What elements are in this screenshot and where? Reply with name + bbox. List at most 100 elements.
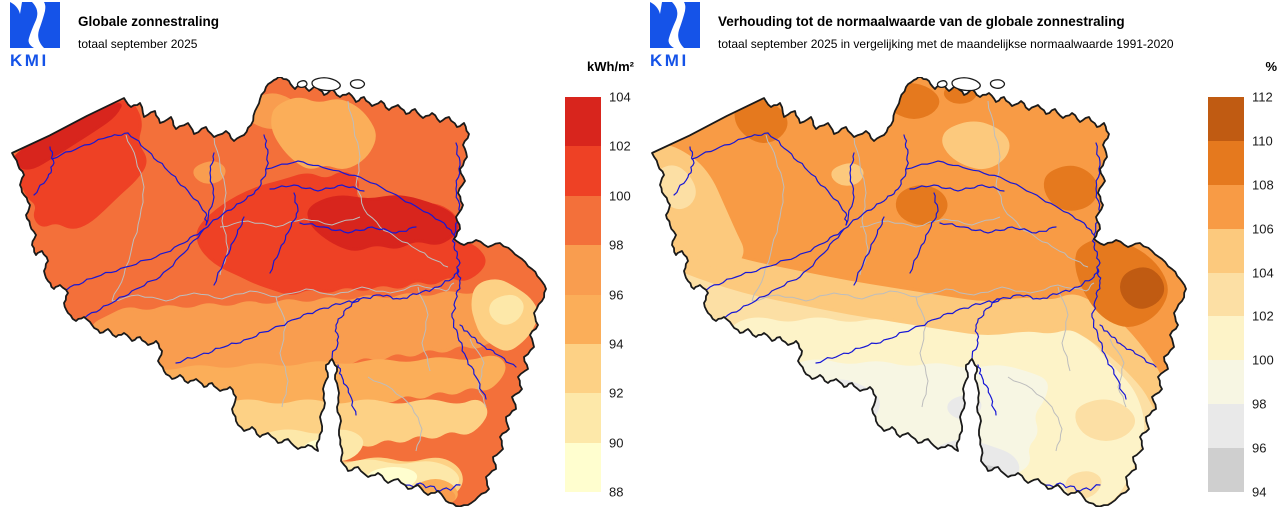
province-borders <box>751 100 1127 452</box>
river-line <box>691 132 769 160</box>
river-line <box>337 364 357 416</box>
river-line <box>705 228 845 330</box>
province-border-line <box>111 282 455 302</box>
island-outline <box>311 77 341 92</box>
river-line <box>939 222 1057 234</box>
colorbar-segment <box>565 245 601 295</box>
right-map-title: Verhouding tot de normaalwaarde van de g… <box>718 14 1125 29</box>
right-colorbar-unit: % <box>1265 59 1277 74</box>
right-map-subtitle: totaal september 2025 in vergelijking me… <box>718 37 1174 51</box>
island-outline <box>349 79 366 89</box>
colorbar-segment <box>565 393 601 443</box>
river-line <box>767 132 848 226</box>
river-line <box>969 234 1101 362</box>
colorbar-segment <box>1208 448 1244 492</box>
province-border-line <box>111 134 145 302</box>
island-outline <box>989 79 1006 89</box>
river-line <box>205 152 215 226</box>
river-line <box>269 184 365 192</box>
colorbar-segment <box>565 343 601 394</box>
kmi-logo-text: KMI <box>10 51 49 70</box>
river-line <box>909 192 939 274</box>
river-line <box>51 132 129 160</box>
contour-region <box>942 121 1010 170</box>
river-line <box>815 298 1001 364</box>
river-line <box>329 234 461 362</box>
river-line <box>909 184 1005 192</box>
contour-region <box>831 163 864 186</box>
river-line <box>1091 268 1127 400</box>
river-line <box>905 160 1095 236</box>
province-border-line <box>367 376 423 452</box>
contour-region <box>734 99 788 143</box>
contour-region <box>251 429 364 467</box>
kmi-logo-cut <box>28 2 46 48</box>
kmi-logo-text: KMI <box>650 51 689 70</box>
colorbar-segment <box>565 442 601 492</box>
left-map-subtitle: totaal september 2025 <box>78 37 198 51</box>
colorbar-tick-label: 90 <box>609 435 624 451</box>
province-border-line <box>469 338 487 408</box>
river-line <box>977 364 997 416</box>
colorbar-segment <box>1208 228 1244 273</box>
left-map-belgium <box>11 77 547 507</box>
river-line <box>45 228 205 304</box>
right-map-belgium <box>651 77 1187 507</box>
contour-region <box>1075 399 1135 441</box>
colorbar-tick-label: 106 <box>1252 221 1274 237</box>
colorbar-tick-label: 104 <box>609 89 631 105</box>
colorbar-tick-label: 88 <box>609 484 624 500</box>
colorbar-segment <box>1208 184 1244 229</box>
kmi-logo-cut <box>10 2 22 14</box>
colorbar-tick-label: 98 <box>1252 396 1267 412</box>
river-line <box>65 228 205 330</box>
colorbar-segment <box>565 146 601 196</box>
province-border-line <box>751 134 785 302</box>
colorbar-tick-label: 98 <box>609 237 624 253</box>
island-outline <box>951 77 981 92</box>
contour-region <box>1120 267 1165 309</box>
province-border-line <box>1057 286 1071 372</box>
contour-region <box>1065 471 1102 499</box>
colorbar-segment <box>1208 404 1244 448</box>
colorbar-tick-label: 112 <box>1252 89 1273 105</box>
colorbar-tick-label: 94 <box>609 336 624 352</box>
province-border-line <box>853 136 869 276</box>
river-line <box>203 134 269 230</box>
kmi-logo-cut <box>668 2 686 48</box>
province-border-line <box>987 100 1005 210</box>
colorbar-segment <box>1208 360 1244 405</box>
colorbar-segment <box>1208 272 1244 317</box>
river-line <box>845 152 855 226</box>
river-line <box>269 192 299 274</box>
province-border-line <box>1003 208 1089 268</box>
province-border-line <box>1007 376 1063 452</box>
river-line <box>127 132 208 226</box>
river-line <box>33 146 55 196</box>
province-border-line <box>1109 338 1127 408</box>
colorbar-segment <box>565 195 601 246</box>
contour-region <box>895 185 948 225</box>
kmi-logo: KMI <box>10 2 60 70</box>
colorbar-segment <box>565 97 601 147</box>
colorbar-tick-label: 102 <box>1252 308 1274 324</box>
contour-region <box>489 294 524 325</box>
contour-region <box>1043 165 1098 211</box>
left-colorbar <box>565 97 601 492</box>
contour-region <box>967 465 1002 490</box>
province-border-line <box>213 136 229 276</box>
colorbar-tick-label: 100 <box>609 188 631 204</box>
river-line <box>459 324 517 368</box>
river-line <box>1099 324 1157 368</box>
river-line <box>265 160 455 236</box>
river-line <box>853 216 885 286</box>
rivers-layer <box>33 132 517 492</box>
colorbar-tick-label: 96 <box>609 287 624 302</box>
province-border-line <box>363 208 449 268</box>
colorbar-tick-label: 110 <box>1252 133 1273 149</box>
province-border-line <box>859 216 1001 228</box>
colorbar-segment <box>1208 316 1244 361</box>
province-border-line <box>275 296 289 408</box>
colorbar-tick-label: 100 <box>1252 352 1274 368</box>
